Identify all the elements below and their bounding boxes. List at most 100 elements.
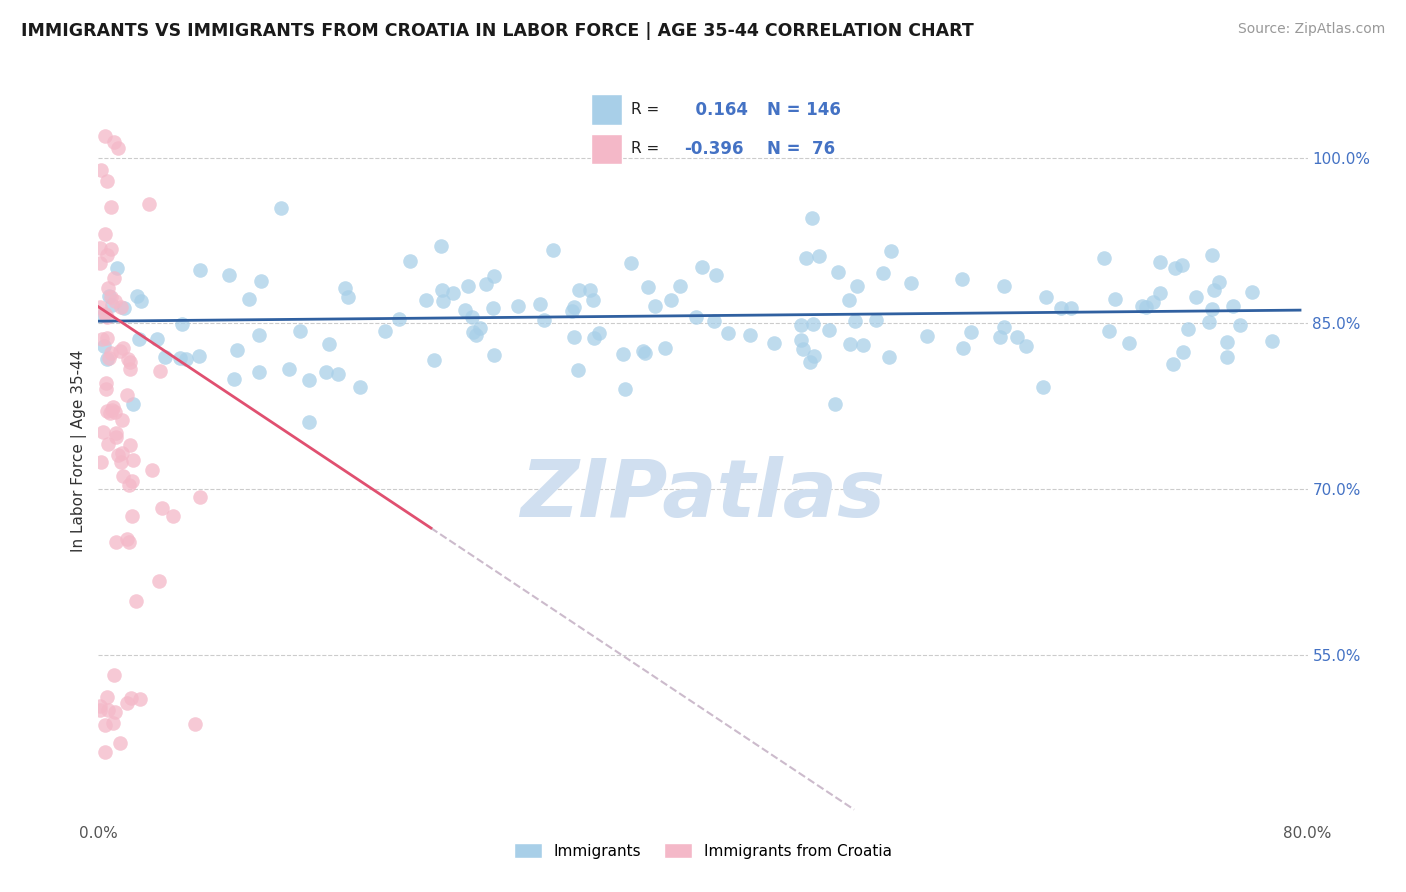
Point	[588, 326, 610, 340]
Point	[1050, 301, 1073, 316]
Point	[877, 350, 900, 364]
Point	[654, 341, 676, 355]
Point	[122, 453, 145, 467]
Point	[103, 271, 125, 285]
Point	[115, 696, 138, 710]
Point	[98, 288, 121, 302]
Point	[482, 301, 505, 316]
Point	[872, 266, 894, 280]
Point	[104, 405, 127, 419]
Point	[108, 344, 131, 359]
Point	[145, 332, 167, 346]
Point	[148, 574, 170, 589]
Point	[789, 318, 811, 332]
Point	[1222, 299, 1244, 313]
Point	[1170, 258, 1192, 272]
Point	[120, 438, 142, 452]
Point	[138, 197, 160, 211]
Point	[101, 298, 124, 312]
Point	[579, 283, 602, 297]
Point	[1163, 260, 1185, 275]
Point	[1098, 324, 1121, 338]
Point	[1130, 299, 1153, 313]
Point	[852, 338, 875, 352]
Point	[844, 314, 866, 328]
Point	[1060, 301, 1083, 315]
Point	[612, 347, 634, 361]
Point	[118, 477, 141, 491]
Point	[141, 463, 163, 477]
Point	[790, 333, 813, 347]
Point	[335, 281, 357, 295]
Point	[952, 272, 974, 286]
Point	[100, 346, 122, 360]
Point	[482, 348, 505, 362]
Point	[952, 341, 974, 355]
Point	[96, 174, 118, 188]
Point	[104, 430, 127, 444]
Point	[582, 331, 605, 345]
Text: IMMIGRANTS VS IMMIGRANTS FROM CROATIA IN LABOR FORCE | AGE 35-44 CORRELATION CHA: IMMIGRANTS VS IMMIGRANTS FROM CROATIA IN…	[21, 22, 974, 40]
Point	[915, 329, 938, 343]
Point	[104, 293, 127, 308]
Point	[103, 668, 125, 682]
Point	[270, 201, 292, 215]
Point	[98, 351, 121, 366]
Point	[1035, 290, 1057, 304]
Point	[184, 716, 207, 731]
Point	[96, 404, 118, 418]
Point	[508, 299, 530, 313]
Point	[100, 242, 122, 256]
Point	[620, 256, 643, 270]
Point	[96, 248, 118, 262]
Point	[121, 474, 143, 488]
Point	[97, 281, 120, 295]
Point	[839, 337, 862, 351]
Point	[96, 352, 118, 367]
Point	[1215, 350, 1237, 364]
Point	[112, 468, 135, 483]
Point	[1177, 321, 1199, 335]
Point	[703, 314, 725, 328]
Point	[104, 535, 127, 549]
Point	[1142, 294, 1164, 309]
Point	[388, 311, 411, 326]
Point	[824, 397, 846, 411]
Point	[120, 362, 142, 376]
Point	[222, 372, 245, 386]
Point	[568, 283, 591, 297]
Point	[110, 446, 132, 460]
Point	[89, 698, 111, 713]
Point	[93, 718, 115, 732]
Point	[326, 367, 349, 381]
Point	[432, 294, 454, 309]
Point	[993, 320, 1015, 334]
Point	[111, 341, 134, 355]
Point	[128, 692, 150, 706]
Point	[115, 533, 138, 547]
Point	[562, 329, 585, 343]
Point	[225, 343, 247, 358]
Point	[91, 425, 114, 439]
Point	[349, 380, 371, 394]
Point	[1198, 315, 1220, 329]
Point	[172, 317, 194, 331]
Point	[94, 376, 117, 391]
Point	[96, 690, 118, 704]
Point	[98, 406, 121, 420]
Point	[103, 136, 125, 150]
Point	[845, 279, 868, 293]
Point	[96, 310, 118, 325]
Point	[1201, 247, 1223, 261]
Point	[105, 261, 128, 276]
Point	[188, 349, 211, 363]
Point	[900, 276, 922, 290]
Point	[336, 290, 359, 304]
Point	[988, 330, 1011, 344]
Point	[318, 336, 340, 351]
Point	[430, 239, 453, 253]
Point	[89, 703, 111, 717]
Point	[298, 373, 321, 387]
Point	[90, 455, 112, 469]
Point	[89, 241, 111, 255]
